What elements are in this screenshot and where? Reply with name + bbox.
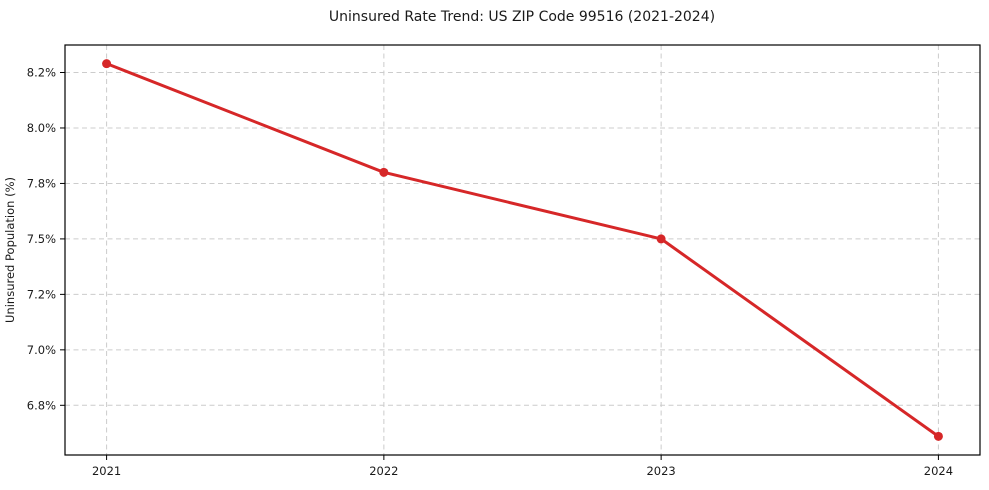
y-tick-label: 7.8% bbox=[27, 176, 56, 190]
data-series bbox=[102, 59, 943, 441]
trend-line bbox=[105, 62, 940, 438]
y-tick-label: 7.5% bbox=[27, 232, 56, 246]
y-tick-label: 7.2% bbox=[27, 287, 56, 301]
axis-ticks bbox=[60, 72, 939, 460]
data-point-2022 bbox=[379, 167, 389, 177]
x-tick-label: 2024 bbox=[924, 464, 953, 478]
tick-labels: 8.2% 8.0% 7.8% 7.5% 7.2% 7.0% 6.8% 2021 2022 2023… bbox=[27, 66, 953, 478]
plot-border bbox=[64, 44, 981, 456]
x-tick-label: 2022 bbox=[369, 464, 398, 478]
chart-title: Uninsured Rate Trend: US ZIP Code 99516 … bbox=[329, 9, 715, 25]
y-tick-label: 8.2% bbox=[27, 66, 56, 80]
data-point-2024 bbox=[933, 431, 943, 441]
data-point-2021 bbox=[102, 59, 112, 69]
y-tick-label: 7.0% bbox=[27, 343, 56, 357]
y-tick-label: 6.8% bbox=[27, 398, 56, 412]
data-point-2023 bbox=[656, 234, 666, 244]
y-tick-label: 8.0% bbox=[27, 121, 56, 135]
x-tick-label: 2021 bbox=[92, 464, 121, 478]
x-tick-label: 2023 bbox=[646, 464, 675, 478]
y-axis-label: Uninsured Population (%) bbox=[3, 177, 17, 323]
grid-lines bbox=[65, 45, 980, 455]
